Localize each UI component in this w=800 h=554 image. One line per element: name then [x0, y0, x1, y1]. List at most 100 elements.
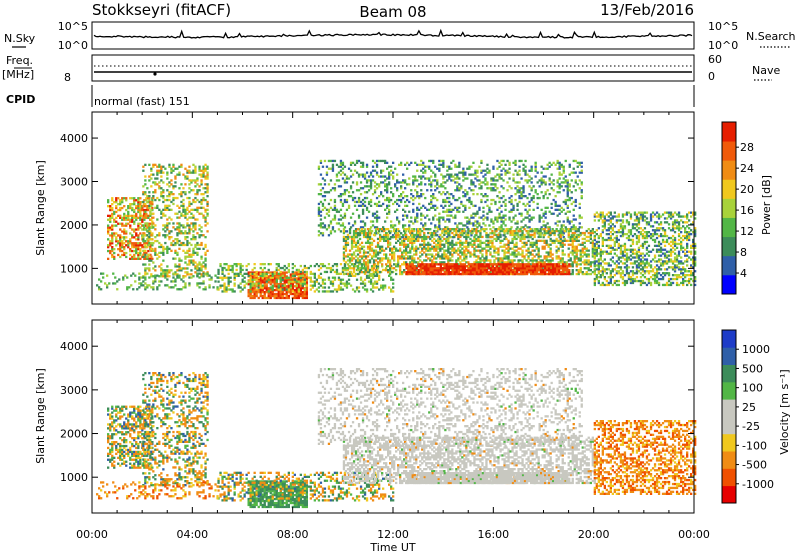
power-cell — [293, 271, 296, 274]
power-cell — [363, 175, 367, 178]
power-cell — [387, 228, 390, 231]
power-cell — [366, 269, 370, 272]
power-cell — [206, 171, 209, 174]
power-cell — [526, 216, 529, 219]
power-cell — [427, 231, 430, 235]
power-cell — [113, 210, 116, 214]
power-cell — [259, 263, 262, 266]
power-cell — [461, 229, 464, 233]
power-cell — [419, 229, 422, 233]
power-cell — [319, 214, 323, 217]
power-cell — [390, 288, 393, 291]
power-cell — [331, 264, 335, 268]
power-cell — [249, 282, 252, 285]
power-cell — [253, 285, 256, 288]
power-cell — [557, 249, 560, 252]
power-cell — [417, 239, 420, 242]
power-cell — [192, 179, 195, 182]
power-cell — [420, 212, 423, 215]
nsky-strip-frame — [91, 21, 695, 50]
power-cell — [362, 263, 366, 266]
power-cell — [515, 233, 518, 237]
power-cell — [361, 286, 365, 289]
power-cell — [557, 229, 560, 233]
power-cell — [160, 269, 163, 272]
power-cell — [303, 264, 306, 268]
power-cell — [168, 275, 171, 278]
power-cell — [321, 202, 325, 206]
power-cell — [349, 169, 353, 172]
power-cell — [429, 259, 432, 262]
power-cell — [345, 198, 349, 202]
power-cell — [170, 200, 173, 204]
power-cell — [554, 202, 557, 206]
power-cell — [227, 276, 230, 279]
beam-title: Beam 08 — [359, 3, 426, 21]
power-cell — [529, 245, 532, 248]
power-cell — [557, 255, 560, 258]
power-cell — [150, 204, 153, 207]
power-cell — [297, 292, 300, 296]
power-cell — [337, 210, 341, 213]
power-cell — [397, 249, 400, 252]
power-cell — [581, 249, 584, 252]
power-cell — [469, 251, 472, 254]
power-cell — [557, 241, 560, 244]
power-cell — [527, 249, 530, 252]
power-cell — [473, 235, 476, 239]
power-cell — [352, 271, 356, 274]
power-cell — [269, 275, 272, 278]
power-cell — [235, 274, 238, 277]
power-cell — [380, 284, 383, 287]
power-cell — [432, 161, 435, 164]
power-cell — [393, 263, 396, 266]
power-cell — [467, 241, 470, 244]
power-cell — [439, 245, 442, 248]
power-cell — [391, 253, 394, 256]
power-cell — [433, 237, 436, 241]
power-cell — [178, 187, 181, 190]
power-cell — [467, 233, 470, 237]
power-cell — [548, 165, 551, 168]
power-cell — [269, 271, 272, 274]
power-cell — [562, 177, 565, 180]
power-cell — [350, 235, 354, 239]
power-cell — [352, 233, 356, 237]
power-cell — [518, 196, 521, 200]
power-cell — [378, 216, 381, 219]
power-cell — [174, 177, 177, 180]
power-cell — [556, 191, 559, 194]
power-cell — [449, 229, 452, 233]
power-cell — [202, 175, 205, 178]
power-cell — [350, 245, 354, 248]
power-cell — [192, 263, 195, 266]
power-cell — [344, 247, 348, 250]
power-cell — [439, 237, 442, 241]
power-cell — [502, 200, 505, 204]
power-cell — [421, 239, 424, 242]
power-cell — [109, 206, 112, 210]
power-cell — [527, 233, 530, 237]
power-cell — [388, 171, 391, 174]
power-cell — [405, 249, 408, 252]
power-cell — [559, 243, 562, 246]
power-cell — [443, 253, 446, 256]
power-cell — [399, 265, 402, 268]
power-cell — [263, 271, 266, 274]
power-cell — [543, 233, 546, 237]
power-cell — [247, 289, 250, 292]
power-cell — [579, 263, 582, 266]
power-cell — [355, 183, 359, 186]
power-cell — [522, 195, 525, 198]
power-cell — [518, 189, 521, 192]
power-cell — [514, 214, 517, 217]
power-cell — [299, 291, 302, 294]
power-cell — [373, 191, 377, 194]
power-cell — [508, 185, 511, 188]
power-cell — [174, 263, 177, 266]
power-cell — [387, 245, 390, 248]
power-cell — [393, 251, 396, 254]
power-cell — [389, 237, 392, 241]
power-cell — [135, 228, 138, 231]
power-cell — [186, 212, 189, 215]
